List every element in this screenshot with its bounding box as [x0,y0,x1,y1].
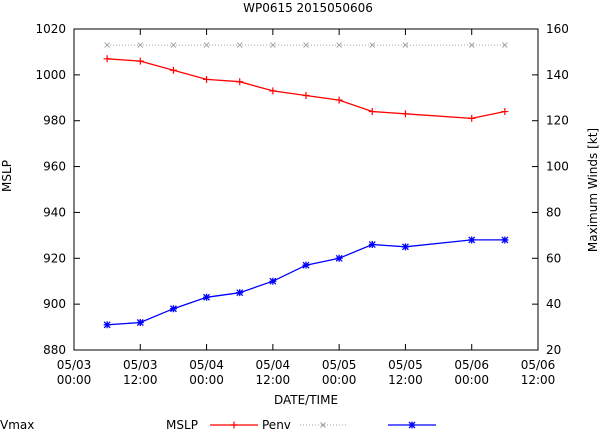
y2-axis-label: Maximum Winds [kt] [586,128,600,252]
y2-axis: 20 40 60 80 100 120 140 160 [532,22,569,357]
x-tick-date: 05/05 [322,358,357,372]
series-2 [103,236,509,329]
data-point [402,42,409,48]
x-tick-time: 12:00 [123,373,158,387]
x-tick-date: 05/06 [521,358,556,372]
x-tick-date: 05/04 [189,358,224,372]
y2-tick-label: 100 [546,160,569,174]
y2-tick-label: 160 [546,22,569,36]
data-point [269,87,277,95]
data-point [169,305,177,313]
x-tick-time: 12:00 [388,373,423,387]
data-point [336,42,342,48]
x-tick-time: 00:00 [322,373,357,387]
data-point [302,91,310,99]
data-point [302,261,310,269]
y-tick-label: 960 [43,160,66,174]
data-point [136,57,144,65]
legend-label: Vmax [0,418,34,432]
y-tick-label: 1000 [35,68,66,82]
x-tick-date: 05/06 [454,358,489,372]
data-point [203,42,210,48]
x-tick-date: 05/05 [388,358,423,372]
data-point [501,108,509,116]
legend: MSLP Penv Vmax [0,418,436,432]
y2-tick-label: 40 [546,297,561,311]
x-tick-time: 12:00 [256,373,291,387]
data-point [369,42,376,48]
y2-tick-label: 80 [546,205,561,219]
data-point [170,42,177,48]
data-point [169,66,177,74]
data-point [103,321,111,329]
x-tick-date: 05/04 [256,358,291,372]
data-point [368,108,376,116]
data-point [320,422,326,428]
y2-tick-label: 120 [546,114,569,128]
data-point [136,318,144,326]
x-axis: 05/0300:0005/0312:0005/0400:0005/0412:00… [57,29,556,387]
series-line [107,58,506,120]
data-point [103,55,111,63]
data-point [203,75,211,83]
y-tick-label: 920 [43,251,66,265]
x-tick-time: 00:00 [454,373,489,387]
y-axis: 880 900 920 940 960 980 1000 1020 [35,22,80,357]
data-point [236,78,244,86]
series-line [107,239,505,326]
y-tick-label: 980 [43,114,66,128]
data-point [468,114,476,122]
data-point [236,42,243,48]
data-point [236,289,244,297]
y-tick-label: 900 [43,297,66,311]
data-point [104,42,110,48]
data-point [501,236,509,244]
data-point [137,42,144,48]
y-tick-label: 880 [43,343,66,357]
plot-frame [73,28,539,351]
data-point [401,243,409,251]
series-1 [104,42,508,48]
data-point [203,293,211,301]
data-point [335,254,343,262]
y-axis-label: MSLP [0,160,14,192]
chart-title: WP0615 2015050606 [243,1,373,15]
x-tick-date: 05/03 [123,358,158,372]
series-layer [103,42,509,329]
y2-tick-label: 60 [546,251,561,265]
x-tick-time: 12:00 [521,373,556,387]
y2-tick-label: 140 [546,68,569,82]
x-tick-date: 05/03 [57,358,92,372]
x-tick-time: 00:00 [189,373,224,387]
y-tick-label: 940 [43,205,66,219]
data-point [468,236,476,244]
series-0 [103,55,509,122]
data-point [468,42,475,48]
data-point [230,421,238,429]
plot-border [73,28,539,351]
legend-label: Penv [262,418,291,432]
data-point [401,110,409,118]
legend-title: MSLP [166,418,198,432]
data-point [335,96,343,104]
data-point [303,42,309,48]
y-tick-label: 1020 [35,22,66,36]
data-point [270,42,276,48]
data-point [408,421,416,429]
data-point [368,241,376,249]
x-tick-time: 00:00 [57,373,92,387]
x-axis-label: DATE/TIME [274,393,338,407]
data-point [502,42,508,48]
y2-tick-label: 20 [546,343,561,357]
data-point [269,277,277,285]
